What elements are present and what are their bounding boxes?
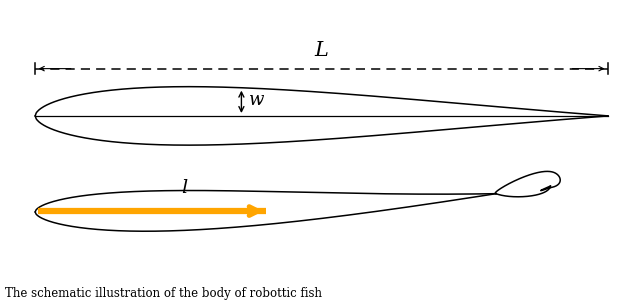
Text: w: w [249,91,264,109]
Text: The schematic illustration of the body of robottic fish: The schematic illustration of the body o… [5,286,322,300]
Text: l: l [181,179,187,197]
Text: L: L [315,41,328,60]
